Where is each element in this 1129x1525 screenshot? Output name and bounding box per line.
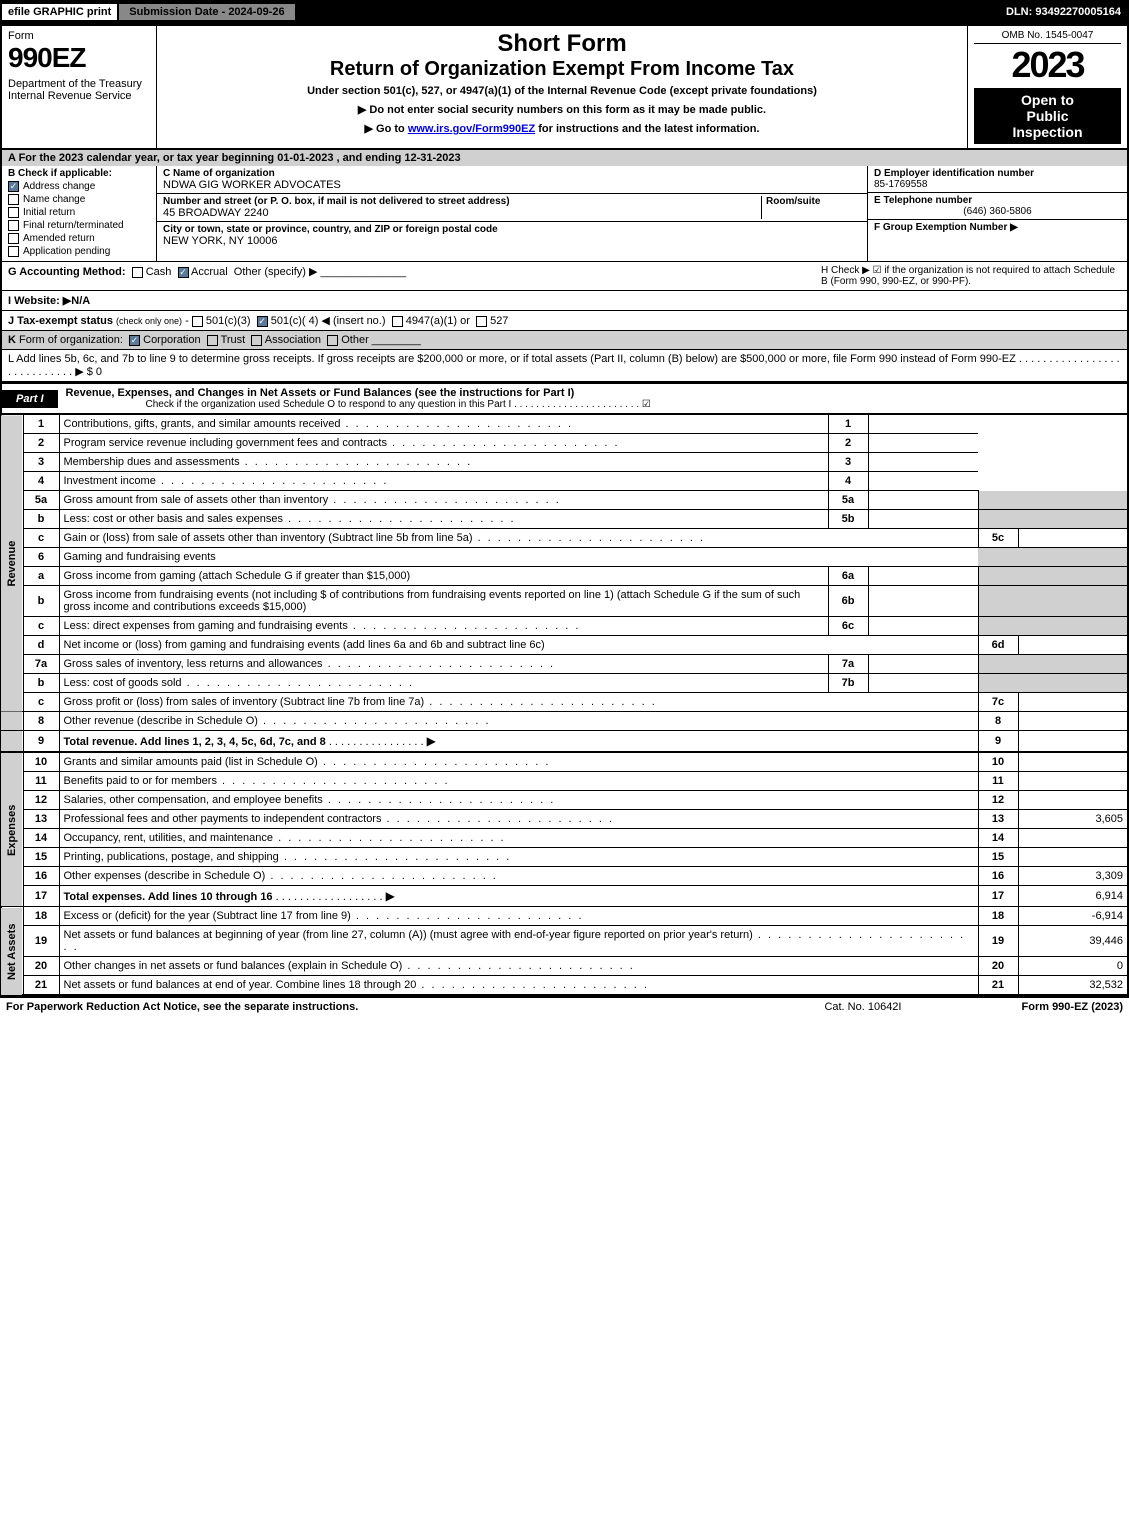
irs-link[interactable]: www.irs.gov/Form990EZ (408, 123, 535, 135)
form-header: Form 990EZ Department of the Treasury In… (0, 24, 1129, 150)
catalog-number: Cat. No. 10642I (824, 1001, 901, 1013)
checkbox-icon (8, 220, 19, 231)
column-c: C Name of organization NDWA GIG WORKER A… (157, 166, 867, 261)
omb-number: OMB No. 1545-0047 (974, 30, 1121, 44)
column-de: D Employer identification number 85-1769… (867, 166, 1127, 261)
tax-year: 2023 (974, 44, 1121, 86)
top-bar: efile GRAPHIC print Submission Date - 20… (0, 0, 1129, 24)
instruction-1: ▶ Do not enter social security numbers o… (167, 103, 957, 116)
arrow-icon: ▶ (386, 889, 395, 903)
c-name: C Name of organization NDWA GIG WORKER A… (157, 166, 867, 194)
submission-date: Submission Date - 2024-09-26 (119, 2, 294, 22)
revenue-table: Revenue 1Contributions, gifts, grants, a… (0, 415, 1129, 752)
c-address: Number and street (or P. O. box, if mail… (157, 194, 867, 222)
checkbox-icon (8, 207, 19, 218)
efile-label: efile GRAPHIC print (0, 2, 119, 22)
checkbox-icon[interactable] (192, 316, 203, 327)
chk-initial-return[interactable]: Initial return (8, 207, 150, 218)
h-schedule-b: H Check ▶ ☑ if the organization is not r… (821, 265, 1121, 287)
header-right: OMB No. 1545-0047 2023 Open to Public In… (967, 26, 1127, 148)
form-number: 990EZ (8, 42, 150, 74)
c-city: City or town, state or province, country… (157, 222, 867, 249)
checkbox-icon (8, 246, 19, 257)
side-revenue: Revenue (1, 415, 23, 712)
return-title: Return of Organization Exempt From Incom… (167, 58, 957, 81)
section-g-h: G Accounting Method: Cash ✓ Accrual Othe… (0, 262, 1129, 291)
side-netassets: Net Assets (1, 907, 23, 995)
part-1-header: Part I Revenue, Expenses, and Changes in… (0, 382, 1129, 415)
section-bcde: B Check if applicable: ✓Address change N… (0, 166, 1129, 262)
expenses-table: Expenses 10Grants and similar amounts pa… (0, 752, 1129, 907)
section-k: K Form of organization: ✓ Corporation Tr… (0, 331, 1129, 350)
header-left: Form 990EZ Department of the Treasury In… (2, 26, 157, 148)
checkbox-icon[interactable]: ✓ (178, 267, 189, 278)
checkbox-icon[interactable]: ✓ (257, 316, 268, 327)
dln: DLN: 93492270005164 (998, 4, 1129, 20)
e-phone: E Telephone number (646) 360-5806 (868, 193, 1127, 220)
chk-application-pending[interactable]: Application pending (8, 246, 150, 257)
section-i: I Website: ▶N/A (0, 291, 1129, 311)
part-tab: Part I (2, 390, 58, 408)
chk-name-change[interactable]: Name change (8, 194, 150, 205)
d-ein: D Employer identification number 85-1769… (868, 166, 1127, 193)
checkbox-icon[interactable] (476, 316, 487, 327)
f-group: F Group Exemption Number ▶ (868, 220, 1127, 235)
section-a: A For the 2023 calendar year, or tax yea… (0, 150, 1129, 166)
netassets-table: Net Assets 18Excess or (deficit) for the… (0, 907, 1129, 996)
subtitle: Under section 501(c), 527, or 4947(a)(1)… (167, 85, 957, 97)
checkbox-icon[interactable] (392, 316, 403, 327)
checkbox-icon[interactable] (251, 335, 262, 346)
side-expenses: Expenses (1, 753, 23, 907)
section-j: J Tax-exempt status (check only one) - 5… (0, 311, 1129, 331)
column-b: B Check if applicable: ✓Address change N… (2, 166, 157, 261)
open-to-public: Open to Public Inspection (974, 88, 1121, 144)
form-word: Form (8, 30, 150, 42)
checkbox-icon[interactable]: ✓ (129, 335, 140, 346)
checkbox-icon: ✓ (8, 181, 19, 192)
form-label: Form 990-EZ (2023) (1022, 1001, 1124, 1013)
short-form-title: Short Form (167, 30, 957, 58)
page-footer: For Paperwork Reduction Act Notice, see … (0, 996, 1129, 1016)
paperwork-notice: For Paperwork Reduction Act Notice, see … (6, 1001, 358, 1013)
department: Department of the Treasury Internal Reve… (8, 78, 150, 102)
b-header: B Check if applicable: (8, 168, 150, 179)
chk-amended-return[interactable]: Amended return (8, 233, 150, 244)
instruction-2: ▶ Go to www.irs.gov/Form990EZ for instru… (167, 122, 957, 135)
section-l: L Add lines 5b, 6c, and 7b to line 9 to … (0, 350, 1129, 382)
checkbox-icon[interactable] (132, 267, 143, 278)
arrow-icon: ▶ (427, 734, 436, 748)
chk-address-change[interactable]: ✓Address change (8, 181, 150, 192)
checkbox-icon[interactable] (207, 335, 218, 346)
header-center: Short Form Return of Organization Exempt… (157, 26, 967, 148)
checkbox-icon (8, 233, 19, 244)
g-accounting: G Accounting Method: Cash ✓ Accrual Othe… (8, 265, 821, 287)
part-title: Revenue, Expenses, and Changes in Net As… (58, 384, 1127, 413)
checkbox-icon (8, 194, 19, 205)
checkbox-icon[interactable] (327, 335, 338, 346)
chk-final-return[interactable]: Final return/terminated (8, 220, 150, 231)
